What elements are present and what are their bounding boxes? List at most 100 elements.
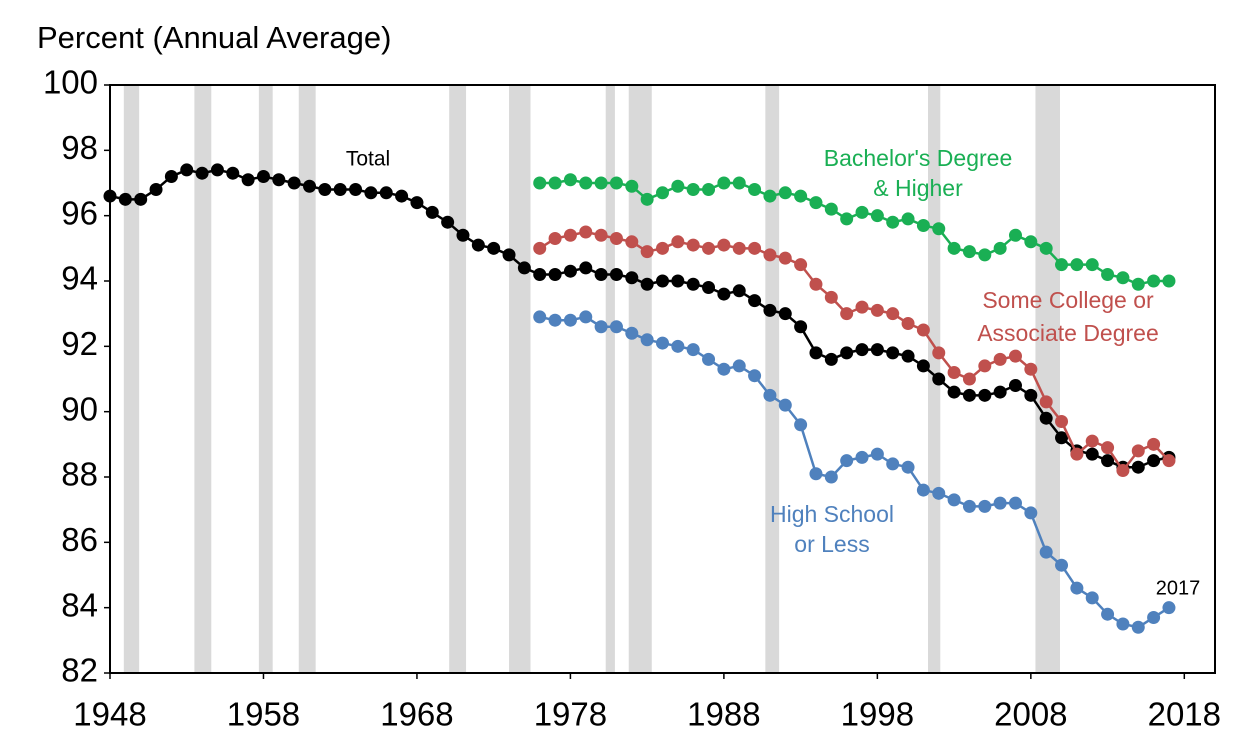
annotation: 2017 <box>1156 577 1201 599</box>
y-tick-label: 90 <box>61 390 98 427</box>
recession-band <box>628 85 652 673</box>
data-point <box>1039 241 1053 255</box>
data-point <box>609 320 623 334</box>
data-point <box>901 212 915 226</box>
data-point <box>870 209 884 223</box>
data-point <box>1101 454 1115 468</box>
data-point <box>609 176 623 190</box>
data-point <box>272 173 286 187</box>
data-point <box>487 241 501 255</box>
data-point <box>1055 414 1069 428</box>
data-point <box>932 486 946 500</box>
data-point <box>855 300 869 314</box>
data-point <box>794 258 808 272</box>
data-point <box>594 320 608 334</box>
data-point <box>686 238 700 252</box>
data-point <box>855 205 869 219</box>
data-point <box>118 192 132 206</box>
data-point <box>962 388 976 402</box>
data-point <box>656 336 669 350</box>
data-point <box>840 346 854 360</box>
data-point <box>947 493 961 507</box>
data-point <box>717 176 731 190</box>
data-point <box>563 264 577 278</box>
data-point <box>1070 447 1084 461</box>
data-point <box>932 372 946 386</box>
data-point <box>533 267 547 281</box>
annotation: Associate Degree <box>977 320 1159 346</box>
data-point <box>1147 274 1161 288</box>
data-point <box>1039 395 1053 409</box>
recession-band <box>509 85 531 673</box>
y-tick-label: 86 <box>61 521 98 558</box>
recession-band <box>765 85 780 673</box>
data-point <box>686 277 700 291</box>
data-point <box>824 470 838 484</box>
data-point <box>364 186 378 200</box>
data-point <box>1024 235 1038 249</box>
data-point <box>717 362 731 376</box>
data-point <box>886 215 900 229</box>
data-point <box>1085 591 1099 605</box>
data-point <box>579 261 593 275</box>
data-point <box>594 176 608 190</box>
data-point <box>886 346 900 360</box>
data-point <box>395 189 409 203</box>
data-point <box>717 287 731 301</box>
data-point <box>1147 454 1161 468</box>
data-point <box>579 225 593 239</box>
recession-band <box>449 85 467 673</box>
data-point <box>609 232 623 246</box>
data-point <box>1147 610 1161 624</box>
recession-band <box>1035 85 1060 673</box>
data-point <box>748 294 762 308</box>
data-point <box>763 189 777 203</box>
data-point <box>640 277 654 291</box>
data-point <box>1147 437 1161 451</box>
x-tick-label: 1968 <box>380 696 453 733</box>
x-tick-label: 1988 <box>687 696 760 733</box>
data-point <box>425 205 439 219</box>
data-point <box>947 241 961 255</box>
data-point <box>1008 379 1022 393</box>
y-tick-label: 84 <box>61 586 98 623</box>
data-point <box>471 238 485 252</box>
data-point <box>993 352 1007 366</box>
data-point <box>1101 267 1115 281</box>
annotation: or Less <box>794 531 869 557</box>
data-point <box>210 163 224 177</box>
data-point <box>778 186 792 200</box>
data-point <box>671 339 685 353</box>
data-point <box>333 183 347 197</box>
data-point <box>947 385 961 399</box>
data-point <box>809 346 823 360</box>
data-point <box>456 228 470 242</box>
data-point <box>717 238 731 252</box>
x-tick-label: 2008 <box>994 696 1067 733</box>
data-point <box>962 499 976 513</box>
data-point <box>1131 444 1145 458</box>
recession-band <box>123 85 140 673</box>
data-point <box>318 183 332 197</box>
annotation: Some College or <box>982 287 1154 313</box>
data-point <box>916 483 930 497</box>
data-point <box>932 222 946 236</box>
data-point <box>579 176 593 190</box>
data-point <box>840 454 854 468</box>
data-point <box>748 183 762 197</box>
recession-band <box>298 85 316 673</box>
data-point <box>533 176 547 190</box>
data-point <box>932 346 946 360</box>
data-point <box>748 369 762 383</box>
data-point <box>533 310 547 324</box>
data-point <box>824 290 838 304</box>
data-point <box>349 183 363 197</box>
y-tick-label: 88 <box>61 456 98 493</box>
y-tick-label: 98 <box>61 129 98 166</box>
data-point <box>594 228 608 242</box>
data-point <box>901 316 915 330</box>
y-tick-label: 94 <box>61 260 98 297</box>
data-point <box>870 343 884 357</box>
data-point <box>916 323 930 337</box>
